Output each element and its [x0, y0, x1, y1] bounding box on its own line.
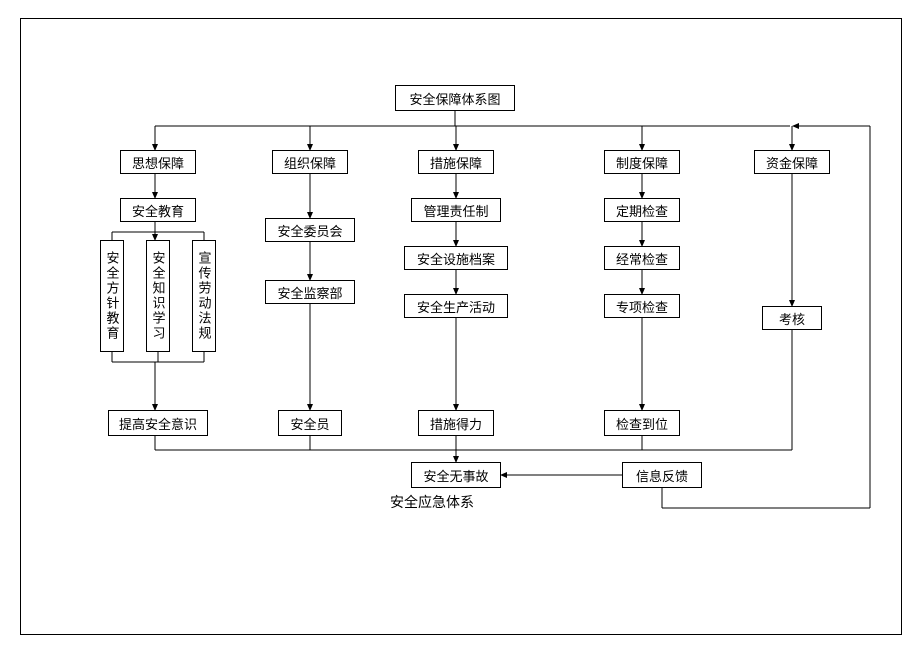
node-c1d: 提高安全意识	[108, 410, 208, 436]
node-c4d: 专项检查	[604, 294, 680, 318]
node-c4a: 制度保障	[604, 150, 680, 174]
node-c5b: 考核	[762, 306, 822, 330]
node-c3b: 管理责任制	[411, 198, 501, 222]
node-c2a: 组织保障	[272, 150, 348, 174]
node-c1v1: 安全方针教育	[100, 240, 124, 352]
node-c1v2: 安全知识学习	[146, 240, 170, 352]
node-c3c: 安全设施档案	[404, 246, 508, 270]
node-c2b: 安全委员会	[265, 218, 355, 242]
node-c5a: 资金保障	[754, 150, 830, 174]
node-feedback: 信息反馈	[622, 462, 702, 488]
node-c3d: 安全生产活动	[404, 294, 508, 318]
node-root: 安全保障体系图	[395, 85, 515, 111]
node-c1b: 安全教育	[120, 198, 196, 222]
node-c4e: 检查到位	[604, 410, 680, 436]
node-c3e: 措施得力	[418, 410, 494, 436]
node-c1a: 思想保障	[120, 150, 196, 174]
node-c2d: 安全员	[278, 410, 342, 436]
node-c2c: 安全监察部	[265, 280, 355, 304]
node-safe: 安全无事故	[411, 462, 501, 488]
caption-label: 安全应急体系	[390, 492, 474, 512]
node-c3a: 措施保障	[418, 150, 494, 174]
node-c4c: 经常检查	[604, 246, 680, 270]
node-c4b: 定期检查	[604, 198, 680, 222]
node-c1v3: 宣传劳动法规	[192, 240, 216, 352]
